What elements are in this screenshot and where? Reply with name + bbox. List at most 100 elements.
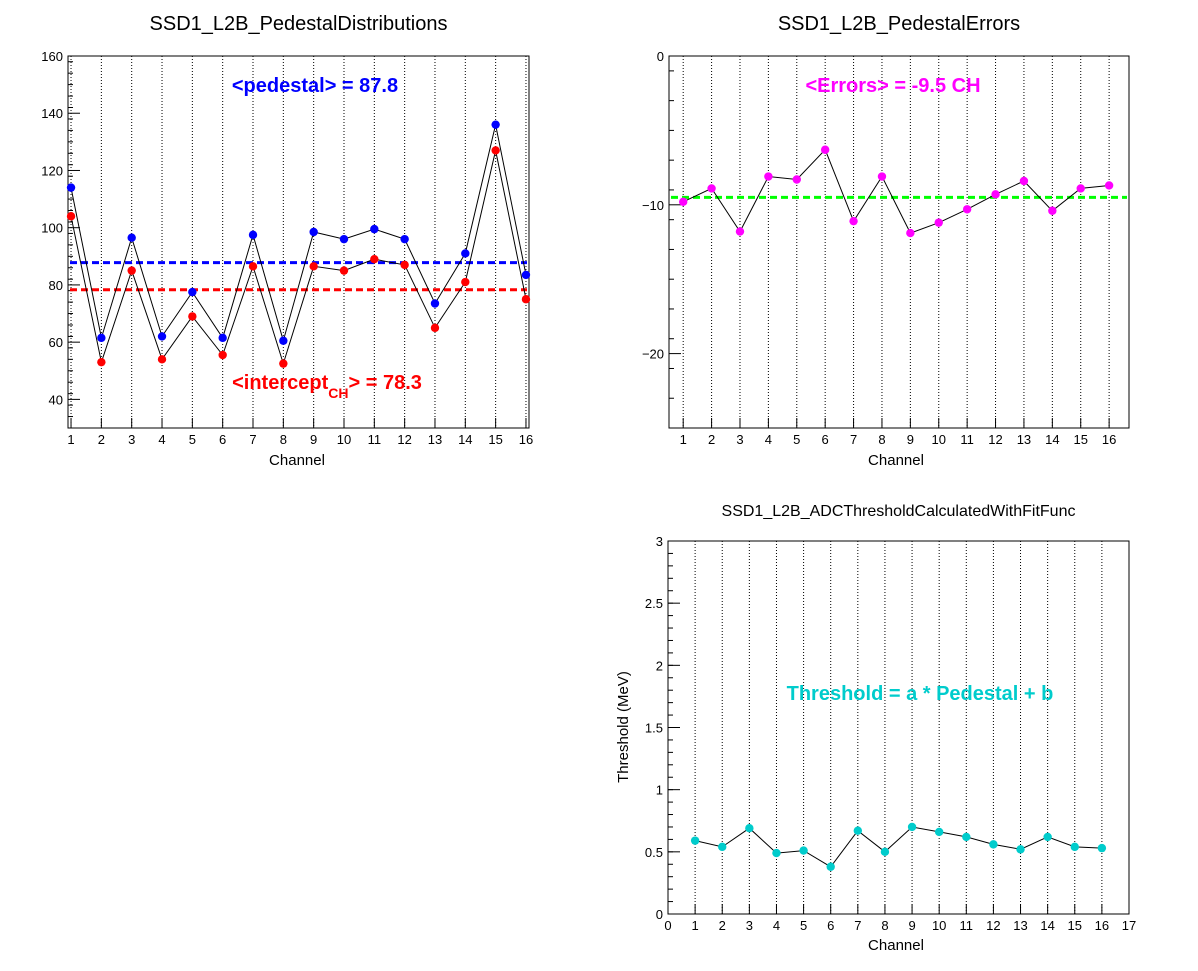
data-point: [991, 190, 1000, 199]
x-tick-label: 1: [67, 432, 74, 447]
y-tick-label: −20: [642, 347, 664, 362]
x-tick-label: 16: [519, 432, 533, 447]
x-axis-label: Channel: [868, 937, 924, 954]
x-tick-label: 13: [428, 432, 442, 447]
x-tick-label: 2: [719, 918, 726, 933]
y-tick-label: 160: [41, 49, 63, 64]
data-point: [157, 332, 167, 341]
y-tick-label: 2.5: [645, 596, 663, 611]
x-tick-label: 7: [850, 432, 857, 447]
data-point: [400, 234, 409, 244]
data-point: [127, 233, 136, 242]
data-point: [772, 848, 781, 858]
data-point: [934, 218, 943, 227]
annotation-subscript: CH: [328, 385, 348, 401]
plot-frame: [668, 55, 1130, 429]
data-point: [678, 197, 688, 207]
data-point: [188, 312, 197, 321]
data-point: [849, 216, 858, 226]
y-tick-label: 60: [49, 335, 63, 350]
series-line-1: [70, 124, 527, 343]
data-point: [279, 359, 288, 368]
x-tick-label: 8: [878, 432, 885, 447]
x-tick-label: 3: [128, 432, 135, 447]
x-tick-label: 2: [98, 432, 105, 447]
data-point: [218, 333, 227, 343]
data-point: [66, 183, 76, 192]
data-point: [792, 175, 801, 184]
y-tick-label: 1: [656, 783, 663, 798]
x-tick-label: 10: [337, 432, 351, 447]
y-tick-label: 100: [41, 221, 63, 236]
y-tick-label: 0: [656, 907, 663, 922]
y-tick-label: 40: [49, 392, 63, 407]
x-tick-label: 4: [158, 432, 165, 447]
x-tick-label: 6: [827, 918, 834, 933]
data-point: [906, 228, 915, 238]
data-point: [339, 234, 349, 244]
data-point: [1070, 842, 1079, 852]
y-axis-label: Threshold (MeV): [615, 671, 632, 783]
chart-title: SSD1_L2B_PedestalErrors: [778, 13, 1020, 35]
data-point: [907, 822, 917, 832]
x-tick-label: 12: [986, 918, 1000, 933]
annotation-main: <intercept: [232, 372, 328, 394]
data-point: [400, 260, 409, 270]
chart-panel-3: SSD1_L2B_ADCThresholdCalculatedWithFitFu…: [615, 503, 1136, 954]
x-tick-label: 17: [1122, 918, 1136, 933]
data-point: [248, 262, 258, 271]
x-tick-label: 12: [397, 432, 411, 447]
y-tick-label: 0: [657, 49, 664, 64]
plot-frame: [667, 540, 1130, 915]
data-point: [461, 249, 470, 258]
data-point: [764, 172, 773, 181]
x-tick-label: 1: [692, 918, 699, 933]
x-tick-label: 6: [822, 432, 829, 447]
annotation-1: Threshold = a * Pedestal + b: [787, 683, 1054, 705]
data-point: [880, 847, 890, 857]
series-line-1: [694, 826, 1102, 868]
data-point: [188, 287, 197, 297]
x-tick-label: 3: [736, 432, 743, 447]
x-tick-label: 9: [908, 918, 915, 933]
data-point: [461, 277, 470, 287]
data-point: [799, 846, 808, 855]
x-tick-label: 5: [793, 432, 800, 447]
data-point: [279, 336, 288, 345]
data-point: [1016, 845, 1025, 854]
data-point: [491, 120, 500, 129]
y-tick-label: −10: [642, 198, 664, 213]
plot-frame: [67, 55, 530, 429]
y-tick-label: 120: [41, 163, 63, 178]
data-point: [157, 355, 167, 364]
x-tick-label: 6: [219, 432, 226, 447]
x-tick-label: 14: [1045, 432, 1059, 447]
data-point: [989, 840, 998, 849]
data-point: [339, 266, 349, 275]
data-point: [718, 842, 727, 852]
x-tick-label: 7: [249, 432, 256, 447]
data-point: [962, 832, 971, 842]
data-point: [521, 270, 531, 280]
chart-title: SSD1_L2B_ADCThresholdCalculatedWithFitFu…: [722, 503, 1076, 520]
data-point: [877, 172, 887, 181]
y-tick-label: 2: [656, 658, 663, 673]
data-point: [218, 350, 227, 360]
data-point: [735, 227, 745, 236]
data-point: [934, 827, 944, 837]
data-point: [521, 295, 531, 304]
x-tick-label: 7: [854, 918, 861, 933]
x-axis-label: Channel: [269, 452, 325, 469]
chart-title: SSD1_L2B_PedestalDistributions: [150, 13, 448, 35]
x-tick-label: 11: [368, 432, 382, 447]
data-point: [248, 230, 258, 240]
data-point: [127, 266, 136, 275]
x-tick-label: 5: [800, 918, 807, 933]
x-axis-label: Channel: [868, 452, 924, 469]
x-tick-label: 4: [765, 432, 772, 447]
series-line-1: [682, 148, 1110, 234]
data-point: [1043, 832, 1052, 842]
x-tick-label: 8: [280, 432, 287, 447]
